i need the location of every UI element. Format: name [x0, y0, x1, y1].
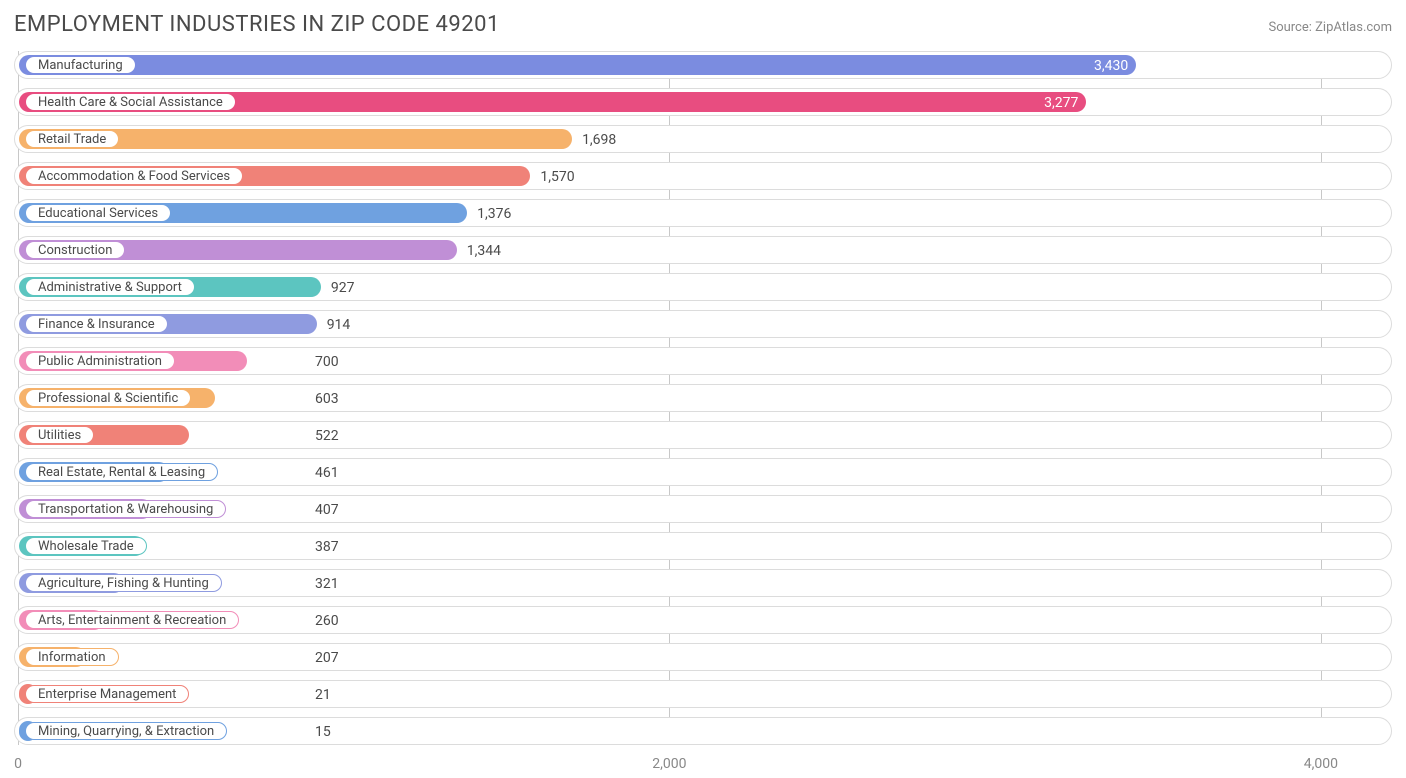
- bar-value-label: 700: [315, 348, 339, 376]
- bar-value-label: 21: [315, 681, 331, 709]
- bar-value-label: 603: [315, 385, 339, 413]
- bar-category-label: Health Care & Social Assistance: [25, 93, 236, 111]
- bar-value-label: 927: [331, 274, 355, 302]
- bar-category-label: Arts, Entertainment & Recreation: [25, 611, 239, 629]
- bar-value-label: 461: [315, 459, 339, 487]
- bar-value-label: 3,430: [1094, 52, 1128, 80]
- bar-value-label: 15: [315, 718, 331, 746]
- bar-fill: [19, 55, 1136, 75]
- bar-row: Public Administration 700: [14, 347, 1392, 375]
- bar-value-label: 321: [315, 570, 339, 598]
- bar-value-label: 260: [315, 607, 339, 635]
- bar-category-label: Agriculture, Fishing & Hunting: [25, 574, 222, 592]
- bar-row: Transportation & Warehousing 407: [14, 495, 1392, 523]
- bar-row: Agriculture, Fishing & Hunting 321: [14, 569, 1392, 597]
- bar-category-label: Public Administration: [25, 352, 175, 370]
- chart-header: EMPLOYMENT INDUSTRIES IN ZIP CODE 49201 …: [14, 12, 1392, 37]
- bar-row: Wholesale Trade 387: [14, 532, 1392, 560]
- bar-row: Enterprise Management 21: [14, 680, 1392, 708]
- bar-row: Construction 1,344: [14, 236, 1392, 264]
- bar-value-label: 1,344: [467, 237, 501, 265]
- bar-category-label: Manufacturing: [25, 56, 136, 74]
- bar-category-label: Utilities: [25, 426, 94, 444]
- bar-value-label: 207: [315, 644, 339, 672]
- bar-category-label: Real Estate, Rental & Leasing: [25, 463, 218, 481]
- bar-row: Information 207: [14, 643, 1392, 671]
- bar-value-label: 387: [315, 533, 339, 561]
- bar-row: Professional & Scientific 603: [14, 384, 1392, 412]
- bar-category-label: Educational Services: [25, 204, 171, 222]
- x-axis: 0 2,000 4,000: [14, 754, 1392, 778]
- bar-row: Educational Services 1,376: [14, 199, 1392, 227]
- bar-category-label: Professional & Scientific: [25, 389, 191, 407]
- bar-category-label: Information: [25, 648, 119, 666]
- bar-row: Finance & Insurance 914: [14, 310, 1392, 338]
- axis-tick-label: 2,000: [652, 756, 686, 772]
- bar-value-label: 3,277: [1044, 89, 1078, 117]
- bar-value-label: 407: [315, 496, 339, 524]
- bar-value-label: 522: [315, 422, 339, 450]
- bar-category-label: Transportation & Warehousing: [25, 500, 226, 518]
- chart-source: Source: ZipAtlas.com: [1268, 20, 1392, 35]
- bar-category-label: Accommodation & Food Services: [25, 167, 243, 185]
- bar-row: Accommodation & Food Services 1,570: [14, 162, 1392, 190]
- bar-category-label: Administrative & Support: [25, 278, 195, 296]
- bar-value-label: 1,698: [582, 126, 616, 154]
- bar-row: Administrative & Support 927: [14, 273, 1392, 301]
- bar-row: Health Care & Social Assistance 3,277: [14, 88, 1392, 116]
- bar-category-label: Wholesale Trade: [25, 537, 147, 555]
- bar-category-label: Mining, Quarrying, & Extraction: [25, 722, 227, 740]
- bar-value-label: 1,570: [540, 163, 574, 191]
- bar-row: Utilities 522: [14, 421, 1392, 449]
- axis-tick-label: 4,000: [1304, 756, 1338, 772]
- bar-rows: Manufacturing 3,430 Health Care & Social A…: [14, 51, 1392, 745]
- chart-title: EMPLOYMENT INDUSTRIES IN ZIP CODE 49201: [14, 12, 500, 37]
- bar-category-label: Construction: [25, 241, 125, 259]
- bar-row: Arts, Entertainment & Recreation 260: [14, 606, 1392, 634]
- bar-row: Real Estate, Rental & Leasing 461: [14, 458, 1392, 486]
- bar-category-label: Finance & Insurance: [25, 315, 168, 333]
- bar-category-label: Retail Trade: [25, 130, 119, 148]
- bar-row: Mining, Quarrying, & Extraction 15: [14, 717, 1392, 745]
- bar-row: Manufacturing 3,430: [14, 51, 1392, 79]
- bar-value-label: 914: [327, 311, 351, 339]
- bar-value-label: 1,376: [477, 200, 511, 228]
- bar-category-label: Enterprise Management: [25, 685, 189, 703]
- axis-tick-label: 0: [14, 756, 22, 772]
- bar-row: Retail Trade 1,698: [14, 125, 1392, 153]
- bar-chart: Manufacturing 3,430 Health Care & Social A…: [14, 51, 1392, 778]
